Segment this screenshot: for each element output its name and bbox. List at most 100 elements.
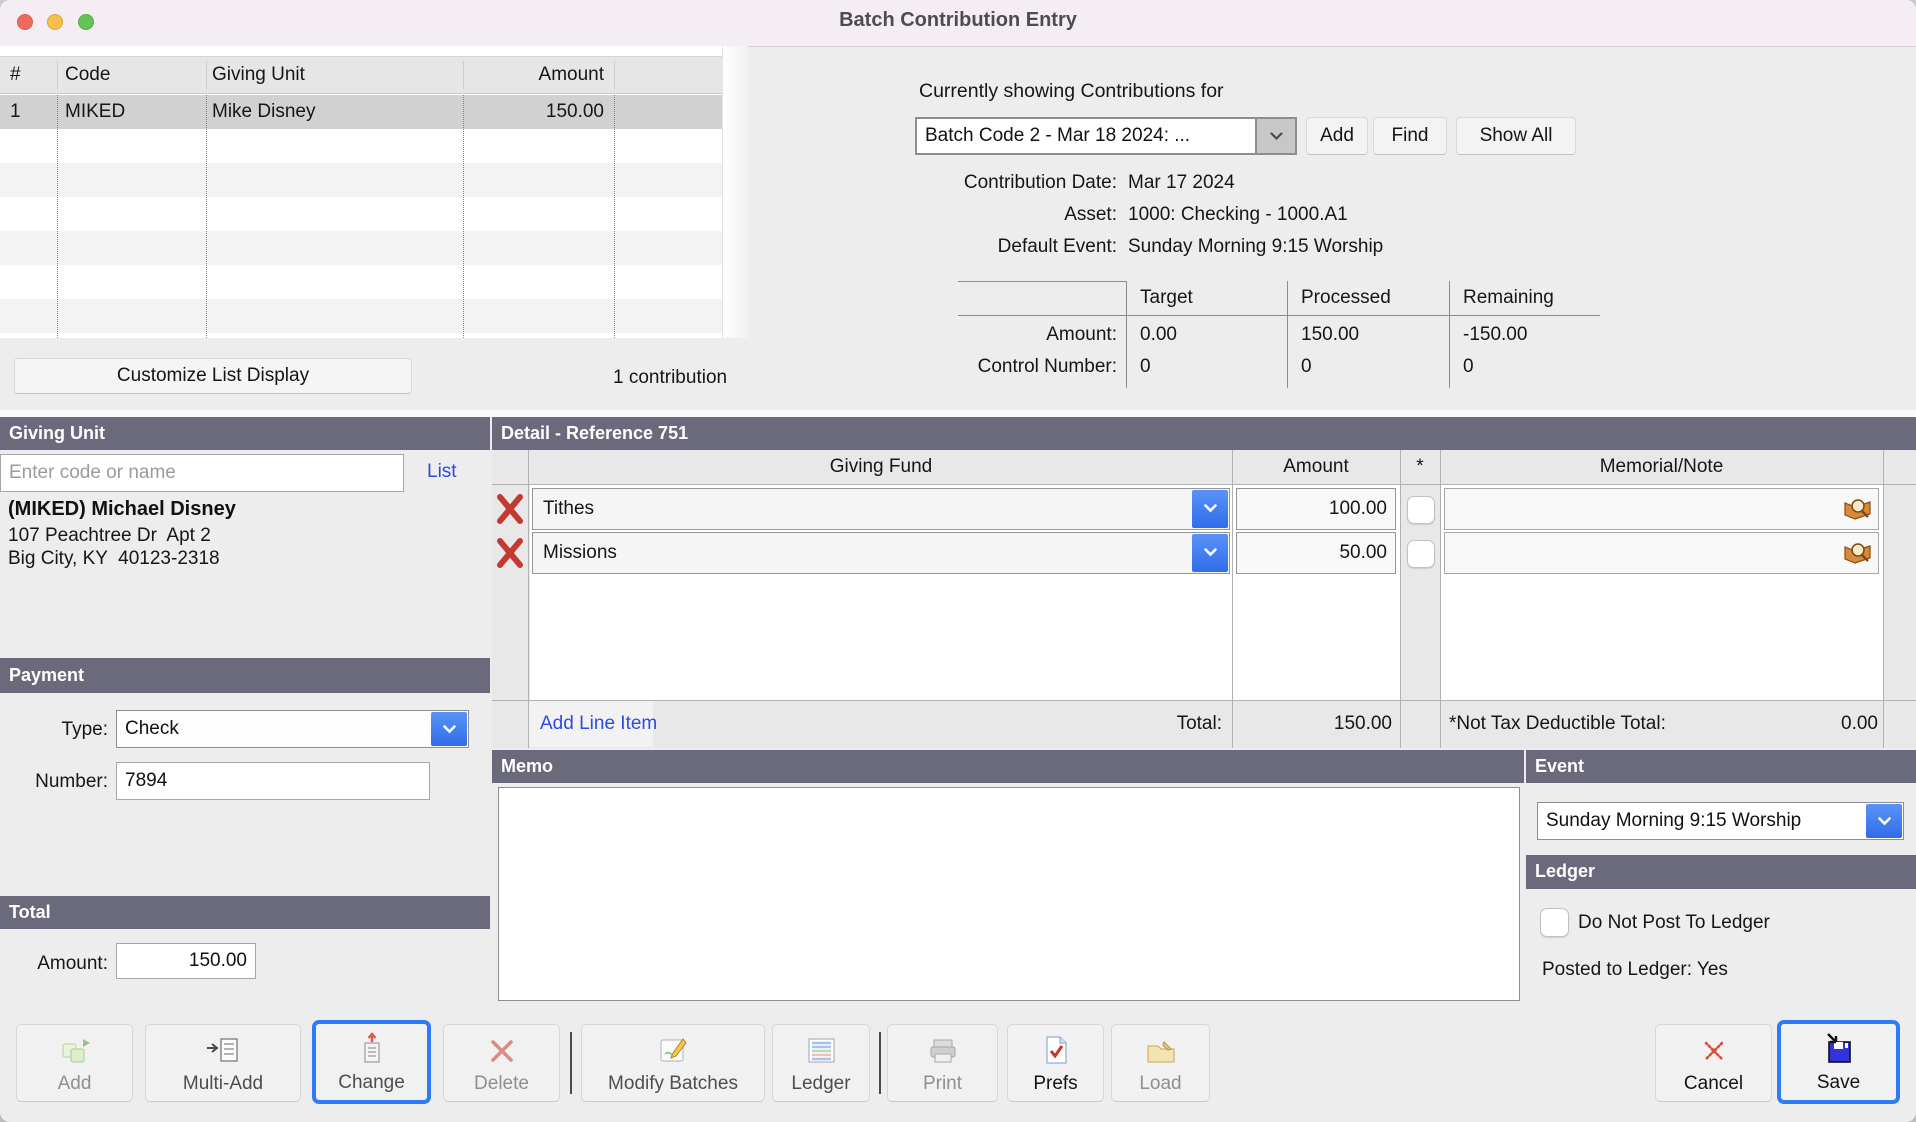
section-separator bbox=[0, 410, 1916, 417]
batch-show-all-button[interactable]: Show All bbox=[1456, 117, 1576, 155]
batch-add-label: Add bbox=[1320, 125, 1354, 146]
summary-amount-label: Amount: bbox=[1046, 324, 1117, 345]
total-amount-label: Amount: bbox=[37, 953, 108, 974]
save-label: Save bbox=[1816, 1072, 1861, 1093]
fund-select-arrow-row2[interactable] bbox=[1192, 534, 1228, 572]
list-header-row: # Code Giving Unit Amount bbox=[0, 56, 722, 94]
fund-select-row1[interactable]: Tithes bbox=[532, 488, 1230, 530]
payment-type-arrow[interactable] bbox=[431, 712, 467, 746]
batch-heading: Currently showing Contributions for bbox=[919, 80, 1224, 102]
ledger-header: Ledger bbox=[1526, 855, 1916, 889]
change-icon bbox=[360, 1032, 384, 1069]
do-not-post-checkbox[interactable] bbox=[1540, 908, 1569, 937]
batch-find-button[interactable]: Find bbox=[1373, 117, 1447, 155]
contribution-count: 1 contribution bbox=[613, 367, 728, 388]
prefs-button[interactable]: Prefs bbox=[1007, 1024, 1104, 1102]
ledger-button[interactable]: Ledger bbox=[772, 1024, 870, 1102]
toolbar-separator bbox=[879, 1032, 881, 1094]
fund-select-row2[interactable]: Missions bbox=[532, 532, 1230, 574]
contribution-date-label: Contribution Date: bbox=[963, 172, 1117, 193]
batch-add-button[interactable]: Add bbox=[1306, 117, 1368, 155]
header-divider bbox=[463, 61, 464, 89]
detail-total-line bbox=[492, 700, 1916, 701]
payment-number-input[interactable] bbox=[116, 762, 430, 800]
multi-add-button[interactable]: Multi-Add bbox=[145, 1024, 301, 1102]
minimize-window-button[interactable] bbox=[47, 14, 63, 30]
contribution-row-selected[interactable]: 1 MIKED Mike Disney 150.00 bbox=[0, 95, 722, 129]
giving-unit-header-label: Giving Unit bbox=[9, 423, 105, 443]
list-row-empty bbox=[0, 231, 722, 265]
print-button[interactable]: Print bbox=[887, 1024, 998, 1102]
zoom-window-button[interactable] bbox=[78, 14, 94, 30]
detail-col-line bbox=[1440, 450, 1441, 748]
default-event-label: Default Event: bbox=[997, 236, 1117, 257]
list-header-giving-unit[interactable]: Giving Unit bbox=[212, 64, 305, 85]
change-label: Change bbox=[338, 1072, 405, 1093]
summary-col-target: Target bbox=[1140, 287, 1193, 308]
giving-unit-search-input[interactable] bbox=[0, 454, 404, 492]
list-header-amount[interactable]: Amount bbox=[538, 64, 604, 85]
customize-list-display-label: Customize List Display bbox=[116, 365, 310, 386]
multi-add-icon bbox=[205, 1035, 241, 1070]
detail-col-fund: Giving Fund bbox=[829, 456, 933, 477]
amount-value-row1: 100.00 bbox=[1328, 498, 1387, 519]
detail-header: Detail - Reference 751 bbox=[492, 417, 1916, 450]
list-header-num[interactable]: # bbox=[10, 64, 21, 85]
column-separator bbox=[57, 95, 58, 338]
add-button[interactable]: Add bbox=[16, 1024, 133, 1102]
amount-field-row1[interactable]: 100.00 bbox=[1236, 488, 1396, 530]
customize-list-display-button[interactable]: Customize List Display bbox=[14, 358, 412, 394]
memo-field-row1[interactable] bbox=[1444, 488, 1879, 530]
add-label: Add bbox=[57, 1073, 92, 1094]
not-tax-deductible-checkbox-row1[interactable] bbox=[1407, 496, 1435, 524]
payment-type-select[interactable]: Check bbox=[116, 710, 469, 748]
event-select[interactable]: Sunday Morning 9:15 Worship bbox=[1537, 802, 1904, 840]
toolbar-separator bbox=[570, 1032, 572, 1094]
summary-line bbox=[1449, 281, 1450, 388]
default-event-value: Sunday Morning 9:15 Worship bbox=[1128, 236, 1384, 257]
batch-show-all-label: Show All bbox=[1479, 125, 1553, 146]
memo-header: Memo bbox=[492, 750, 1524, 783]
print-icon bbox=[926, 1037, 960, 1070]
delete-line-item-button[interactable] bbox=[495, 534, 525, 568]
save-button[interactable]: Save bbox=[1777, 1020, 1900, 1104]
add-line-item-link[interactable]: Add Line Item bbox=[540, 713, 658, 734]
memo-field-row2[interactable] bbox=[1444, 532, 1879, 574]
titlebar: Batch Contribution Entry bbox=[0, 0, 1916, 47]
payment-header: Payment bbox=[0, 658, 490, 693]
giving-unit-list-link[interactable]: List bbox=[427, 461, 457, 482]
delete-button[interactable]: Delete bbox=[443, 1024, 560, 1102]
list-header-code[interactable]: Code bbox=[65, 64, 111, 85]
ntd-total-label: *Not Tax Deductible Total: bbox=[1449, 713, 1666, 734]
chevron-down-icon bbox=[1203, 500, 1218, 518]
batch-select[interactable]: Batch Code 2 - Mar 18 2024: ... bbox=[915, 117, 1297, 155]
memo-textarea[interactable] bbox=[498, 787, 1520, 1001]
batch-select-arrow[interactable] bbox=[1255, 119, 1295, 153]
cancel-label: Cancel bbox=[1683, 1073, 1744, 1094]
event-select-arrow[interactable] bbox=[1866, 804, 1902, 838]
list-scrollbar[interactable] bbox=[722, 46, 748, 338]
amount-field-row2[interactable]: 50.00 bbox=[1236, 532, 1396, 574]
cancel-x-icon bbox=[1700, 1037, 1728, 1070]
total-amount-input[interactable] bbox=[116, 943, 256, 979]
change-button[interactable]: Change bbox=[312, 1020, 431, 1104]
cancel-button[interactable]: Cancel bbox=[1655, 1024, 1772, 1102]
cell-num: 1 bbox=[10, 101, 21, 122]
summary-line bbox=[1126, 281, 1127, 388]
header-divider bbox=[614, 61, 615, 89]
not-tax-deductible-checkbox-row2[interactable] bbox=[1407, 540, 1435, 568]
modify-batches-button[interactable]: Modify Batches bbox=[581, 1024, 765, 1102]
memorial-lookup-icon[interactable] bbox=[1842, 496, 1872, 527]
asset-label: Asset: bbox=[1064, 204, 1117, 225]
fund-select-arrow-row1[interactable] bbox=[1192, 490, 1228, 528]
header-divider bbox=[57, 61, 58, 89]
close-window-button[interactable] bbox=[17, 14, 33, 30]
cell-code: MIKED bbox=[65, 101, 126, 122]
memorial-lookup-icon[interactable] bbox=[1842, 540, 1872, 571]
load-button[interactable]: Load bbox=[1111, 1024, 1210, 1102]
window-title: Batch Contribution Entry bbox=[839, 9, 1077, 31]
batch-find-label: Find bbox=[1391, 125, 1429, 146]
delete-line-item-button[interactable] bbox=[495, 490, 525, 524]
summary-line bbox=[1287, 281, 1288, 388]
